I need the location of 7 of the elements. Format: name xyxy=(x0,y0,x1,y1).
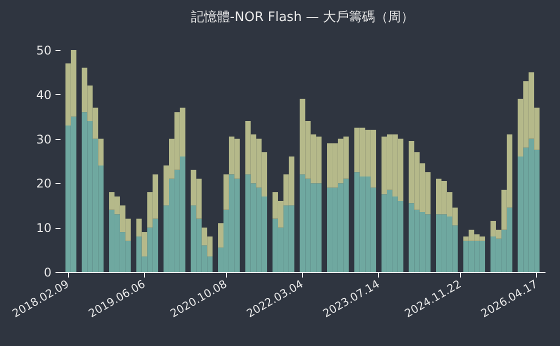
y-tick-label: 0 xyxy=(44,266,52,280)
y-tick-label: 20 xyxy=(36,176,52,191)
y-tick-label: 40 xyxy=(36,88,52,102)
y-tick-label: 30 xyxy=(36,132,52,146)
y-tick-label: 10 xyxy=(36,221,52,236)
y-tick-label: 50 xyxy=(36,44,52,58)
chart-title: 記憶體-NOR Flash — 大戶籌碼（周） xyxy=(190,10,414,25)
